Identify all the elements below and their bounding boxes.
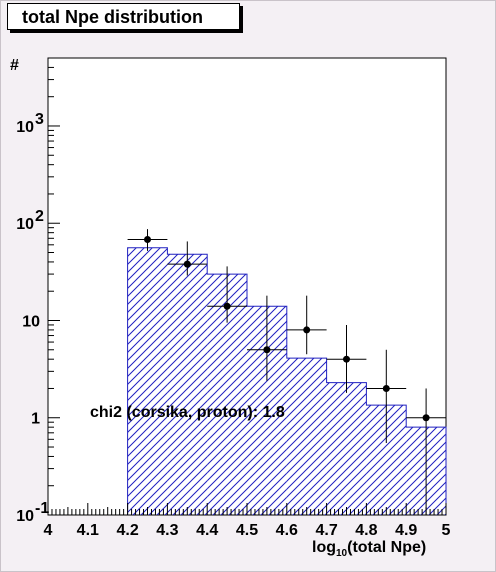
data-points-layer bbox=[127, 229, 446, 515]
x-tick-label: 4 bbox=[44, 522, 53, 539]
x-axis-label-rest: (total Npe) bbox=[347, 539, 426, 556]
y-tick-label: 10 bbox=[16, 216, 34, 233]
data-point bbox=[144, 236, 151, 244]
x-tick-label: 5 bbox=[442, 522, 451, 539]
x-tick-label: 4.9 bbox=[395, 522, 417, 539]
x-tick-label: 4.4 bbox=[196, 522, 218, 539]
data-point bbox=[382, 384, 390, 392]
data-point bbox=[343, 355, 350, 363]
y-tick-label: 1 bbox=[31, 411, 40, 428]
data-point bbox=[263, 346, 271, 354]
y-tick-label: 10 bbox=[16, 508, 34, 525]
histogram-bar bbox=[127, 247, 168, 515]
x-tick-label: 4.5 bbox=[236, 522, 258, 539]
chi2-annotation: chi2 (corsika, proton): 1.8 bbox=[90, 404, 285, 421]
histogram-outline bbox=[127, 247, 447, 515]
y-tick-label: 10 bbox=[22, 313, 40, 330]
x-tick-label: 4.6 bbox=[276, 522, 298, 539]
chart-title: total Npe distribution bbox=[7, 3, 240, 30]
x-axis-label-main: log bbox=[312, 539, 336, 556]
histogram-bar bbox=[326, 382, 367, 515]
y-tick-exponent: -1 bbox=[35, 500, 49, 517]
x-tick-label: 4.7 bbox=[315, 522, 337, 539]
x-axis-label: log10(total Npe) bbox=[312, 539, 426, 559]
data-point bbox=[422, 414, 430, 422]
x-axis-label-sub: 10 bbox=[336, 548, 348, 559]
data-point bbox=[303, 326, 311, 334]
x-tick-label: 4.3 bbox=[156, 522, 178, 539]
histogram-bar bbox=[286, 358, 327, 515]
y-tick-exponent: 2 bbox=[35, 208, 44, 225]
y-tick-label: 10 bbox=[16, 119, 34, 136]
x-tick-label: 4.8 bbox=[355, 522, 377, 539]
x-tick-label: 4.1 bbox=[77, 522, 99, 539]
y-tick-exponent: 3 bbox=[35, 111, 44, 128]
x-tick-label: 4.2 bbox=[116, 522, 138, 539]
data-point bbox=[223, 302, 231, 310]
data-point bbox=[183, 260, 191, 268]
y-axis-label: # bbox=[10, 57, 19, 74]
histogram-bar bbox=[167, 254, 208, 515]
